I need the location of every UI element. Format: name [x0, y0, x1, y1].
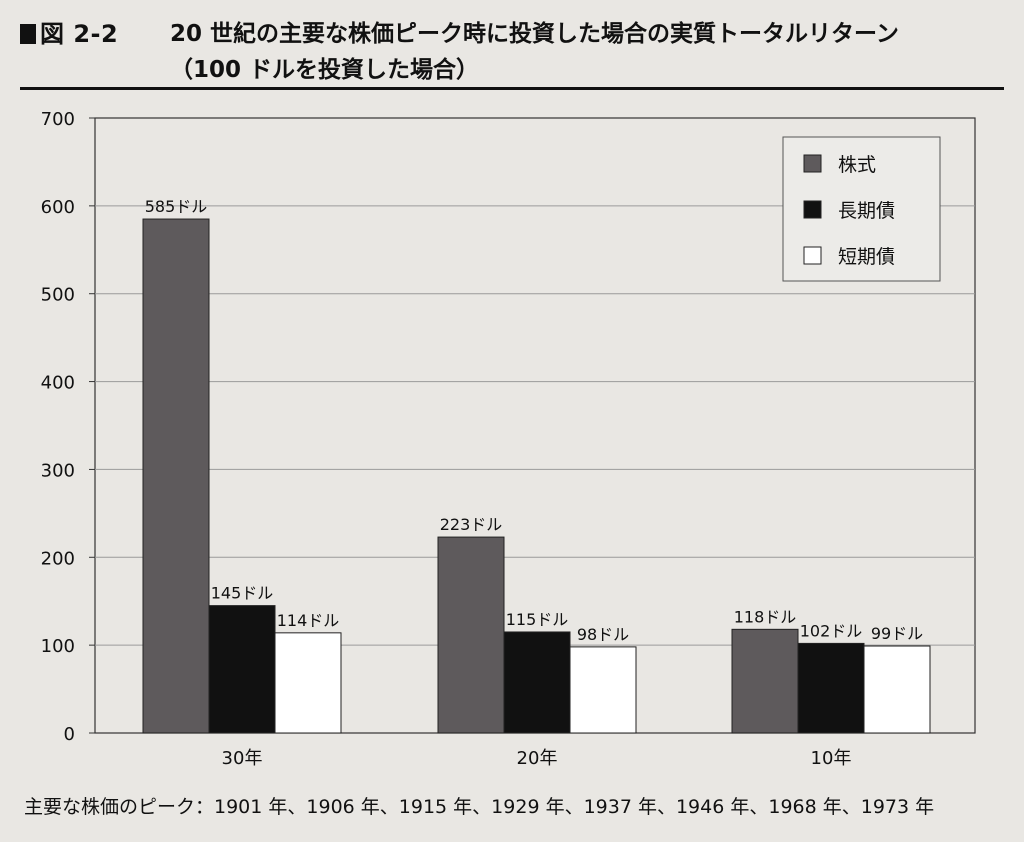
data-label: 99ドル	[871, 624, 923, 643]
x-category-label: 10年	[811, 748, 852, 769]
x-category-label: 30年	[222, 748, 263, 769]
title-rule	[20, 87, 1004, 90]
bar-株式-20年	[437, 536, 505, 734]
legend-swatch	[803, 154, 822, 173]
data-label: 223ドル	[440, 515, 503, 534]
data-label: 145ドル	[211, 584, 274, 603]
legend-swatch	[803, 200, 822, 219]
legend-label: 短期債	[838, 246, 895, 268]
bar-長期債-10年	[797, 642, 865, 734]
bar-株式-10年	[731, 628, 799, 734]
bar-株式-30年	[142, 218, 210, 734]
y-tick-label: 200	[41, 548, 75, 569]
data-label: 118ドル	[734, 607, 797, 626]
legend-label: 長期債	[838, 200, 895, 222]
footnote: 主要な株価のピーク：1901 年、1906 年、1915 年、1929 年、19…	[24, 796, 935, 818]
data-label: 115ドル	[506, 610, 569, 629]
bar-短期債-20年	[569, 646, 637, 734]
bar-長期債-30年	[208, 605, 276, 734]
data-label: 585ドル	[145, 197, 208, 216]
square-bullet-icon	[20, 24, 36, 44]
bar-長期債-20年	[503, 631, 571, 734]
y-tick-label: 300	[41, 460, 75, 481]
bar-短期債-10年	[863, 645, 931, 734]
x-category-label: 20年	[517, 748, 558, 769]
y-tick-label: 700	[41, 109, 75, 130]
legend-label: 株式	[838, 154, 876, 176]
y-tick-label: 400	[41, 373, 75, 394]
legend-swatch	[803, 246, 822, 265]
figure-title-line1: 20 世紀の主要な株価ピーク時に投資した場合の実質トータルリターン	[170, 21, 899, 47]
data-label: 114ドル	[277, 611, 340, 630]
y-tick-label: 100	[41, 636, 75, 657]
y-tick-label: 500	[41, 285, 75, 306]
y-tick-label: 600	[41, 197, 75, 218]
figure-number: 図 2-2	[40, 20, 119, 48]
bar-短期債-30年	[274, 632, 342, 734]
y-tick-label: 0	[64, 724, 75, 745]
figure-title-line2: （100 ドルを投資した場合）	[170, 57, 480, 83]
data-label: 102ドル	[800, 621, 863, 640]
data-label: 98ドル	[577, 625, 629, 644]
figure-label: 図 2-2	[20, 14, 118, 49]
